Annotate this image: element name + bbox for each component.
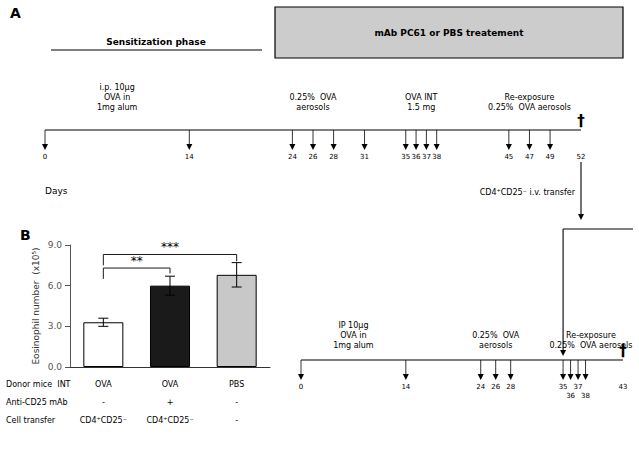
- svg-text:Anti-CD25 mAb: Anti-CD25 mAb: [6, 398, 68, 407]
- svg-text:aerosols: aerosols: [296, 103, 329, 112]
- svg-text:CD4⁺CD25⁻ i.v. transfer: CD4⁺CD25⁻ i.v. transfer: [480, 188, 576, 197]
- svg-text:B: B: [20, 227, 31, 243]
- svg-text:OVA in: OVA in: [340, 331, 366, 340]
- svg-text:24: 24: [288, 153, 297, 161]
- svg-text:47: 47: [525, 153, 534, 161]
- svg-text:PBS: PBS: [229, 380, 244, 389]
- svg-text:i.p. 10μg: i.p. 10μg: [100, 83, 135, 92]
- svg-text:28: 28: [506, 383, 515, 391]
- svg-text:mAb PC61 or PBS treatement: mAb PC61 or PBS treatement: [374, 28, 524, 38]
- svg-text:-: -: [235, 398, 238, 407]
- svg-text:OVA INT: OVA INT: [405, 93, 437, 102]
- svg-text:38: 38: [432, 153, 441, 161]
- svg-text:37: 37: [574, 383, 583, 391]
- svg-text:0.25% OVA aerosols: 0.25% OVA aerosols: [549, 341, 632, 350]
- svg-text:0: 0: [299, 383, 303, 391]
- svg-text:0.0: 0.0: [48, 362, 63, 372]
- svg-text:24: 24: [476, 383, 485, 391]
- svg-text:+: +: [167, 398, 174, 407]
- svg-text:52: 52: [577, 153, 586, 161]
- svg-text:†: †: [577, 112, 585, 130]
- svg-text:aerosols: aerosols: [479, 341, 512, 350]
- svg-text:0.25% OVA aerosols: 0.25% OVA aerosols: [488, 103, 571, 112]
- svg-text:37: 37: [422, 153, 431, 161]
- svg-text:49: 49: [546, 153, 555, 161]
- svg-text:Re-exposure: Re-exposure: [566, 331, 616, 340]
- svg-text:36: 36: [412, 153, 421, 161]
- svg-text:28: 28: [329, 153, 338, 161]
- svg-text:36: 36: [566, 392, 575, 400]
- svg-text:9.0: 9.0: [48, 240, 63, 250]
- svg-text:A: A: [10, 5, 21, 21]
- svg-text:31: 31: [360, 153, 369, 161]
- svg-text:45: 45: [504, 153, 513, 161]
- svg-text:Re-exposure: Re-exposure: [505, 93, 555, 102]
- svg-text:0: 0: [43, 153, 47, 161]
- svg-text:0.25% OVA: 0.25% OVA: [472, 331, 520, 340]
- svg-text:***: ***: [161, 240, 179, 254]
- svg-text:IP 10μg: IP 10μg: [338, 321, 368, 330]
- svg-text:OVA: OVA: [162, 380, 179, 389]
- svg-text:OVA in: OVA in: [104, 93, 130, 102]
- svg-text:**: **: [131, 254, 143, 268]
- svg-text:Cell transfer: Cell transfer: [6, 416, 56, 425]
- svg-text:Donor mice INT: Donor mice INT: [6, 380, 71, 389]
- svg-text:35: 35: [559, 383, 568, 391]
- svg-text:CD4⁺CD25⁻: CD4⁺CD25⁻: [80, 416, 127, 425]
- svg-text:3.0: 3.0: [48, 321, 63, 331]
- svg-text:26: 26: [491, 383, 500, 391]
- svg-text:OVA: OVA: [95, 380, 112, 389]
- svg-text:Eosinophil number (x10⁵): Eosinophil number (x10⁵): [31, 247, 41, 364]
- svg-text:CD4⁺CD25⁻: CD4⁺CD25⁻: [146, 416, 193, 425]
- svg-text:14: 14: [185, 153, 194, 161]
- svg-text:1mg alum: 1mg alum: [97, 103, 138, 112]
- svg-text:1.5 mg: 1.5 mg: [407, 103, 435, 112]
- svg-text:14: 14: [401, 383, 410, 391]
- svg-text:Days: Days: [45, 186, 68, 196]
- svg-text:1mg alum: 1mg alum: [333, 341, 374, 350]
- svg-text:6.0: 6.0: [48, 281, 63, 291]
- svg-text:0.25% OVA: 0.25% OVA: [289, 93, 337, 102]
- svg-text:26: 26: [309, 153, 318, 161]
- svg-text:Sensitization phase: Sensitization phase: [106, 37, 206, 47]
- svg-text:43: 43: [619, 383, 628, 391]
- svg-text:35: 35: [401, 153, 410, 161]
- svg-text:-: -: [102, 398, 105, 407]
- svg-text:-: -: [235, 416, 238, 425]
- svg-text:38: 38: [581, 392, 590, 400]
